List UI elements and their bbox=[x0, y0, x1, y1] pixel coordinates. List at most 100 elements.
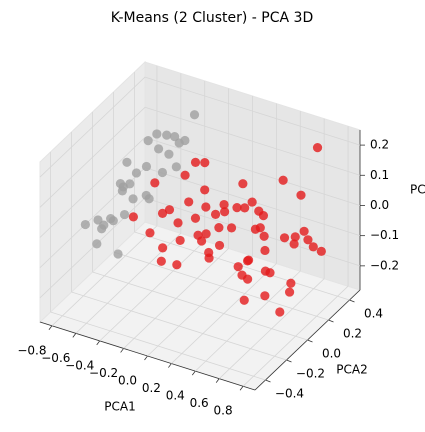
point bbox=[164, 205, 175, 215]
point bbox=[214, 240, 225, 251]
point bbox=[180, 170, 190, 180]
point bbox=[316, 246, 326, 256]
point bbox=[242, 256, 253, 266]
point bbox=[233, 262, 243, 272]
point bbox=[259, 231, 269, 241]
y-tick-label: 0.0 bbox=[322, 347, 341, 361]
point bbox=[106, 214, 116, 224]
point bbox=[119, 209, 130, 220]
point bbox=[162, 130, 172, 140]
point bbox=[150, 178, 160, 188]
point bbox=[275, 307, 285, 317]
x-tick bbox=[168, 363, 172, 368]
y-tick bbox=[349, 299, 355, 303]
point bbox=[239, 295, 249, 305]
point bbox=[190, 213, 201, 223]
point bbox=[99, 220, 109, 230]
point bbox=[265, 268, 275, 278]
point bbox=[122, 157, 132, 167]
point bbox=[128, 194, 138, 204]
point bbox=[128, 212, 138, 222]
point bbox=[204, 247, 214, 258]
point bbox=[172, 260, 182, 270]
x-tick bbox=[120, 348, 124, 353]
y-tick-label: −0.4 bbox=[275, 387, 304, 401]
y-axis-label: PCA2 bbox=[336, 363, 367, 377]
point bbox=[232, 203, 242, 213]
grid-line bbox=[144, 106, 361, 176]
x-tick-label: 0.0 bbox=[118, 374, 137, 388]
x-tick-label: 0.2 bbox=[142, 381, 161, 395]
point bbox=[170, 132, 180, 142]
z-tick-label: −0.2 bbox=[370, 258, 399, 272]
point bbox=[201, 202, 211, 212]
point bbox=[289, 239, 299, 249]
point bbox=[299, 226, 309, 236]
point bbox=[154, 144, 164, 154]
grid-line bbox=[144, 76, 361, 146]
point bbox=[189, 110, 200, 120]
x-tick bbox=[48, 325, 53, 331]
point bbox=[80, 219, 90, 230]
point bbox=[175, 235, 185, 246]
x-tick-label: −0.2 bbox=[89, 366, 118, 380]
y-tick-label: 0.2 bbox=[343, 327, 362, 341]
y-tick-label: −0.2 bbox=[296, 367, 325, 381]
point bbox=[158, 243, 168, 253]
y-tick bbox=[307, 339, 313, 343]
point bbox=[164, 149, 174, 159]
point bbox=[174, 138, 184, 148]
point bbox=[238, 179, 248, 189]
point bbox=[197, 236, 207, 246]
grid-line bbox=[39, 137, 146, 238]
y-tick-label: 0.4 bbox=[364, 307, 383, 321]
point bbox=[278, 175, 288, 185]
y-tick bbox=[265, 379, 271, 383]
point bbox=[240, 203, 250, 213]
grid-line bbox=[50, 311, 266, 381]
grid-line bbox=[39, 76, 146, 178]
point bbox=[157, 167, 168, 178]
grid-line bbox=[71, 291, 287, 361]
point bbox=[113, 249, 123, 259]
point bbox=[279, 233, 290, 243]
point bbox=[286, 278, 296, 288]
x-axis-label: PCA1 bbox=[104, 400, 135, 414]
point bbox=[184, 197, 194, 207]
grid-line bbox=[113, 251, 329, 321]
point bbox=[141, 161, 152, 172]
point bbox=[144, 194, 154, 204]
point bbox=[258, 210, 269, 221]
point bbox=[171, 162, 181, 172]
grid-line bbox=[144, 137, 361, 206]
z-axis-label: PC bbox=[410, 183, 425, 197]
point bbox=[308, 242, 318, 252]
x-tick bbox=[144, 355, 148, 361]
point bbox=[190, 157, 201, 167]
x-tick bbox=[72, 333, 77, 338]
z-tick-label: −0.1 bbox=[370, 228, 399, 242]
y-tick bbox=[286, 359, 292, 363]
point bbox=[296, 190, 306, 200]
chart-title: K-Means (2 Cluster) - PCA 3D bbox=[111, 10, 314, 26]
point bbox=[201, 229, 211, 239]
point bbox=[92, 239, 102, 249]
point bbox=[131, 168, 142, 178]
z-tick-label: 0.2 bbox=[370, 138, 389, 152]
point bbox=[247, 197, 257, 207]
point bbox=[290, 232, 300, 242]
point bbox=[210, 209, 221, 220]
point bbox=[255, 223, 265, 233]
point bbox=[226, 223, 237, 233]
point bbox=[243, 274, 253, 284]
point bbox=[219, 199, 229, 210]
point bbox=[143, 136, 153, 146]
point bbox=[152, 129, 162, 139]
x-tick-label: 0.8 bbox=[214, 404, 233, 418]
point bbox=[284, 287, 295, 297]
point bbox=[200, 158, 210, 168]
point bbox=[157, 208, 168, 218]
x-tick bbox=[191, 370, 196, 376]
point bbox=[145, 228, 155, 238]
